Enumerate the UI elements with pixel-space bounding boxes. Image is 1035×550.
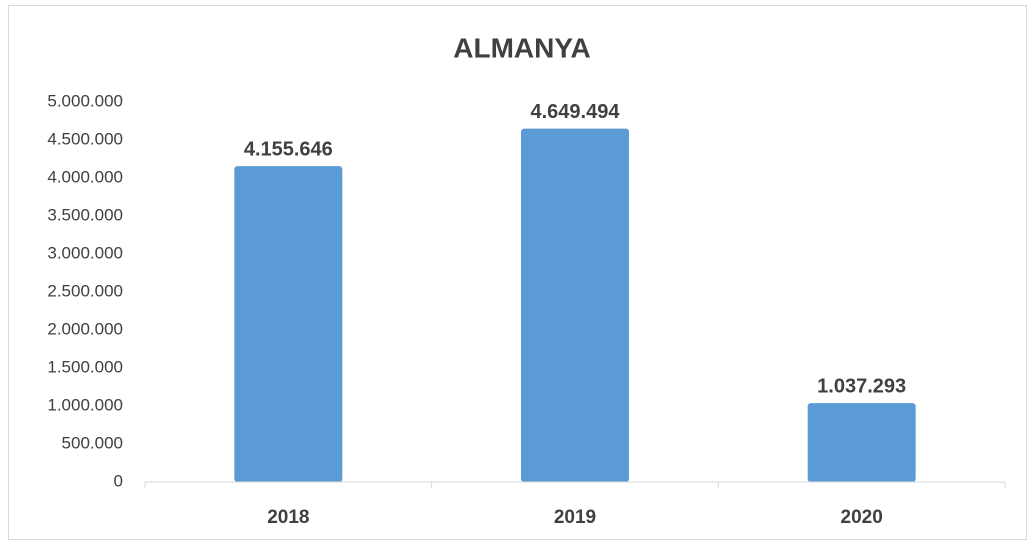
y-tick-label: 2.500.000 [47, 281, 123, 300]
y-tick-label: 500.000 [62, 433, 123, 452]
y-tick-label: 3.000.000 [47, 243, 123, 262]
bar [234, 166, 343, 482]
y-tick-label: 5.000.000 [47, 91, 123, 110]
y-tick-label: 3.500.000 [47, 205, 123, 224]
value-label: 4.155.646 [244, 138, 333, 160]
x-tick-label: 2020 [841, 507, 883, 528]
y-tick-label: 1.500.000 [47, 357, 123, 376]
value-label: 4.649.494 [531, 101, 621, 123]
value-label: 1.037.293 [817, 375, 906, 397]
bar [521, 128, 629, 482]
y-tick-label: 4.000.000 [47, 167, 123, 186]
y-tick-label: 1.000.000 [47, 395, 123, 414]
chart-title: ALMANYA [453, 32, 590, 63]
x-tick-label: 2018 [267, 507, 309, 528]
x-tick-label: 2019 [554, 507, 596, 528]
y-tick-label: 4.500.000 [47, 129, 123, 148]
y-tick-label: 0 [114, 471, 123, 490]
y-tick-label: 2.000.000 [47, 319, 123, 338]
bar [807, 403, 916, 482]
